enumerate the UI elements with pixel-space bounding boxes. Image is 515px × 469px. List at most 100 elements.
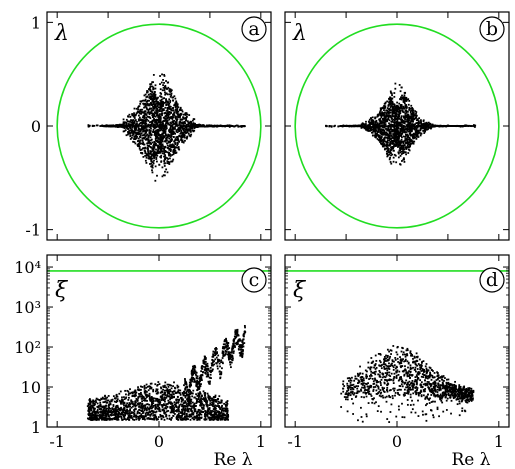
data-point — [182, 124, 184, 127]
data-point — [167, 395, 170, 398]
data-point — [182, 406, 185, 409]
data-point — [162, 105, 164, 107]
data-point — [185, 125, 188, 128]
data-point — [182, 113, 185, 116]
data-point — [368, 118, 371, 121]
data-point — [398, 143, 401, 146]
data-point — [447, 125, 449, 127]
data-point — [375, 136, 377, 139]
data-point — [163, 418, 166, 421]
data-point — [385, 143, 388, 146]
data-point — [146, 118, 149, 121]
data-point — [426, 122, 429, 125]
data-point — [97, 405, 100, 407]
data-point — [182, 132, 185, 135]
data-point — [154, 106, 157, 109]
data-point — [124, 121, 127, 124]
data-point — [151, 98, 154, 100]
data-point — [408, 149, 411, 152]
data-point — [386, 107, 389, 109]
data-point — [403, 130, 406, 133]
data-point — [115, 404, 118, 407]
data-point — [115, 401, 118, 404]
data-point — [191, 417, 194, 419]
data-point — [130, 124, 133, 127]
data-point — [410, 127, 412, 129]
data-point — [160, 156, 162, 159]
data-point — [100, 411, 103, 414]
data-point — [178, 129, 181, 132]
data-point — [152, 93, 155, 95]
data-point — [113, 125, 116, 128]
data-point — [382, 118, 385, 121]
data-point — [416, 118, 419, 121]
data-point — [456, 125, 459, 127]
data-point — [175, 124, 177, 127]
data-point — [132, 140, 134, 143]
data-point — [128, 396, 130, 399]
data-point — [180, 415, 183, 417]
data-point — [402, 120, 405, 122]
data-point — [390, 137, 393, 140]
data-point — [385, 147, 388, 150]
data-point — [409, 131, 412, 134]
data-point — [101, 415, 104, 417]
data-point — [141, 127, 144, 130]
data-point — [406, 140, 409, 143]
data-point — [379, 114, 382, 117]
data-point — [169, 88, 172, 91]
data-point — [177, 146, 180, 148]
data-point — [391, 104, 393, 106]
data-point — [402, 142, 405, 145]
data-point — [162, 129, 165, 132]
data-point — [145, 153, 148, 155]
data-point — [394, 116, 397, 118]
data-point — [155, 134, 158, 137]
data-point — [429, 127, 432, 130]
data-point — [163, 152, 166, 155]
data-point — [182, 398, 184, 401]
data-point — [437, 125, 440, 128]
data-point — [109, 400, 111, 403]
data-point — [144, 93, 147, 96]
data-point — [386, 137, 389, 140]
data-point — [171, 124, 174, 127]
data-point — [193, 118, 196, 121]
data-point — [140, 414, 143, 417]
data-point — [171, 391, 174, 394]
data-point — [416, 126, 419, 129]
data-point — [213, 414, 216, 417]
data-point — [127, 412, 129, 415]
data-point — [142, 130, 144, 133]
data-point — [150, 162, 153, 165]
data-point — [413, 134, 415, 137]
data-point — [137, 114, 140, 117]
data-point — [159, 92, 162, 94]
data-point — [176, 144, 179, 147]
data-point — [140, 112, 143, 115]
data-point — [150, 104, 153, 106]
data-point — [165, 87, 168, 90]
data-point — [388, 136, 391, 139]
data-point — [181, 133, 184, 136]
data-point — [412, 114, 415, 117]
data-point — [385, 150, 388, 153]
data-point — [234, 124, 237, 127]
data-point — [224, 407, 227, 410]
data-point — [139, 134, 142, 137]
data-point — [402, 131, 404, 133]
data-point — [167, 140, 170, 143]
data-point — [146, 142, 148, 145]
data-point — [154, 153, 157, 156]
data-point — [157, 106, 160, 109]
data-point — [384, 132, 386, 134]
data-point — [396, 107, 399, 109]
data-point — [121, 124, 124, 126]
data-point — [410, 112, 413, 115]
data-point — [130, 121, 133, 124]
data-point — [395, 161, 398, 164]
data-point — [145, 114, 148, 116]
data-point — [179, 393, 182, 396]
data-point — [404, 116, 407, 119]
data-point — [391, 110, 394, 113]
